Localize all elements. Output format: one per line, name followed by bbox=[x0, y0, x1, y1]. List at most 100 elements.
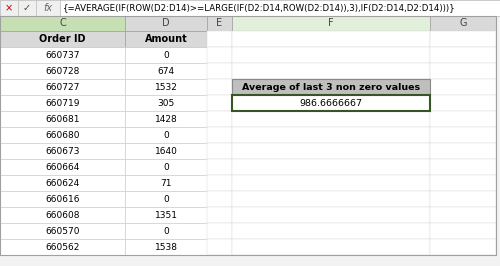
Text: 660728: 660728 bbox=[46, 66, 80, 76]
Bar bbox=[430, 16, 496, 31]
Bar bbox=[430, 95, 496, 111]
Bar bbox=[232, 223, 430, 239]
Text: {=AVERAGE(IF(ROW(D2:D14)>=LARGE(IF(D2:D14,ROW(D2:D14)),3),IF(D2:D14,D2:D14)))}: {=AVERAGE(IF(ROW(D2:D14)>=LARGE(IF(D2:D1… bbox=[63, 3, 456, 13]
Text: F: F bbox=[328, 19, 334, 28]
Bar bbox=[232, 175, 430, 191]
Bar bbox=[232, 79, 430, 95]
Bar bbox=[207, 47, 232, 63]
Text: 71: 71 bbox=[160, 178, 172, 188]
Bar bbox=[125, 63, 207, 79]
Bar bbox=[207, 111, 232, 127]
Bar bbox=[60, 0, 500, 16]
Text: 0: 0 bbox=[163, 163, 169, 172]
Bar bbox=[430, 47, 496, 63]
Text: 660737: 660737 bbox=[45, 51, 80, 60]
Bar bbox=[430, 207, 496, 223]
Text: 674: 674 bbox=[158, 66, 174, 76]
Text: 660570: 660570 bbox=[45, 227, 80, 235]
Bar bbox=[0, 31, 125, 47]
Text: 660562: 660562 bbox=[46, 243, 80, 251]
Text: Average of last 3 non zero values: Average of last 3 non zero values bbox=[242, 82, 420, 92]
Bar bbox=[232, 143, 430, 159]
Bar bbox=[0, 0, 18, 16]
Text: E: E bbox=[216, 19, 222, 28]
Bar bbox=[207, 63, 232, 79]
Text: 660608: 660608 bbox=[45, 210, 80, 219]
Bar bbox=[0, 63, 125, 79]
Bar bbox=[125, 159, 207, 175]
Bar bbox=[207, 127, 232, 143]
Text: 1351: 1351 bbox=[154, 210, 178, 219]
Bar bbox=[207, 159, 232, 175]
Bar bbox=[232, 159, 430, 175]
Bar bbox=[430, 79, 496, 95]
Bar bbox=[125, 143, 207, 159]
Bar bbox=[207, 207, 232, 223]
Bar bbox=[125, 47, 207, 63]
Text: 0: 0 bbox=[163, 227, 169, 235]
Bar bbox=[0, 143, 125, 159]
Bar bbox=[430, 127, 496, 143]
Bar bbox=[0, 191, 125, 207]
Bar bbox=[125, 207, 207, 223]
Bar bbox=[0, 239, 125, 255]
Bar bbox=[125, 31, 207, 47]
Bar bbox=[232, 191, 430, 207]
Bar bbox=[207, 16, 232, 31]
Bar bbox=[430, 175, 496, 191]
Text: 0: 0 bbox=[163, 51, 169, 60]
Text: C: C bbox=[59, 19, 66, 28]
Text: 305: 305 bbox=[158, 98, 174, 107]
Bar bbox=[0, 95, 125, 111]
Bar bbox=[125, 111, 207, 127]
Text: 660681: 660681 bbox=[45, 114, 80, 123]
Text: 660719: 660719 bbox=[45, 98, 80, 107]
Bar bbox=[125, 16, 207, 31]
Bar bbox=[207, 95, 232, 111]
Bar bbox=[430, 159, 496, 175]
Text: fx: fx bbox=[44, 3, 52, 13]
Bar bbox=[125, 127, 207, 143]
Bar bbox=[232, 95, 430, 111]
Bar bbox=[125, 191, 207, 207]
Text: 660727: 660727 bbox=[46, 82, 80, 92]
Bar bbox=[0, 16, 496, 255]
Text: 1532: 1532 bbox=[154, 82, 178, 92]
Bar bbox=[36, 0, 60, 16]
Text: D: D bbox=[162, 19, 170, 28]
Bar bbox=[207, 239, 232, 255]
Bar bbox=[0, 79, 125, 95]
Bar bbox=[18, 0, 36, 16]
Text: 1538: 1538 bbox=[154, 243, 178, 251]
Bar bbox=[0, 111, 125, 127]
Bar bbox=[232, 16, 430, 31]
Text: 660616: 660616 bbox=[45, 194, 80, 203]
Bar bbox=[0, 16, 125, 31]
Bar bbox=[232, 207, 430, 223]
Bar bbox=[125, 79, 207, 95]
Bar bbox=[0, 175, 125, 191]
Bar bbox=[430, 111, 496, 127]
Bar bbox=[207, 223, 232, 239]
Bar bbox=[232, 47, 430, 63]
Text: ×: × bbox=[5, 3, 13, 13]
Bar bbox=[207, 175, 232, 191]
Bar bbox=[232, 79, 430, 95]
Bar bbox=[207, 79, 232, 95]
Bar bbox=[232, 95, 430, 111]
Text: 1428: 1428 bbox=[154, 114, 178, 123]
Text: 660624: 660624 bbox=[46, 178, 80, 188]
Text: 660664: 660664 bbox=[46, 163, 80, 172]
Bar bbox=[430, 63, 496, 79]
Text: 0: 0 bbox=[163, 194, 169, 203]
Bar bbox=[207, 143, 232, 159]
Text: Amount: Amount bbox=[144, 34, 188, 44]
Bar bbox=[232, 239, 430, 255]
Bar bbox=[232, 63, 430, 79]
Bar bbox=[430, 239, 496, 255]
Bar bbox=[207, 31, 232, 47]
Text: 986.6666667: 986.6666667 bbox=[300, 98, 362, 107]
Bar bbox=[0, 159, 125, 175]
Bar bbox=[430, 31, 496, 47]
Bar bbox=[0, 127, 125, 143]
